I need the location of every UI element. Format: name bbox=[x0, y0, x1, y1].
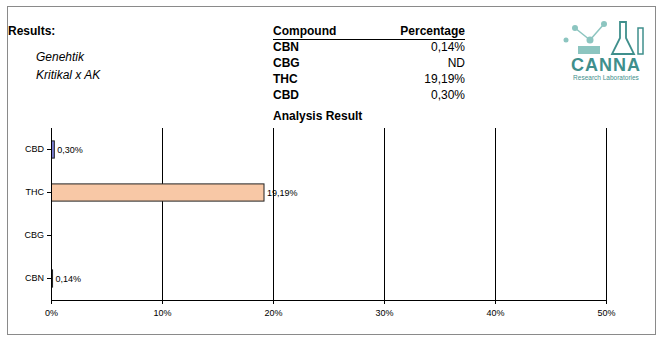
results-title: Results: bbox=[8, 24, 55, 38]
logo-shape bbox=[601, 21, 607, 27]
table-cell: 0,30% bbox=[431, 88, 465, 102]
x-tick-mark bbox=[162, 300, 163, 304]
logo-shape bbox=[612, 22, 634, 54]
grid-line bbox=[495, 128, 496, 300]
y-tick: CBD bbox=[25, 144, 51, 154]
bars bbox=[51, 141, 264, 287]
y-tick-mark bbox=[47, 235, 51, 236]
y-tick-label: CBN bbox=[25, 273, 44, 283]
data-label: 0,30% bbox=[57, 145, 83, 155]
y-tick: THC bbox=[26, 187, 52, 197]
table-cell: CBN bbox=[273, 40, 299, 54]
x-tick: 10% bbox=[153, 300, 171, 318]
bar bbox=[51, 184, 264, 201]
grid-line bbox=[273, 128, 274, 300]
y-tick: CBG bbox=[24, 230, 51, 240]
table-header: Percentage bbox=[400, 24, 465, 38]
y-axis-line bbox=[51, 129, 52, 301]
grid-line bbox=[606, 128, 607, 300]
logo-shape bbox=[578, 46, 600, 54]
y-tick-mark bbox=[47, 149, 51, 150]
sample-name: Kritikal x AK bbox=[36, 68, 101, 82]
x-tick-mark bbox=[495, 300, 496, 304]
x-tick: 50% bbox=[597, 300, 615, 318]
table-cell: 0,14% bbox=[431, 40, 465, 54]
y-tick-label: THC bbox=[26, 187, 45, 197]
y-tick-label: CBG bbox=[24, 230, 44, 240]
table-cell: CBG bbox=[273, 56, 300, 70]
x-tick: 20% bbox=[264, 300, 282, 318]
x-tick: 0% bbox=[45, 300, 58, 318]
table-cell: ND bbox=[448, 56, 466, 70]
logo: CANNAResearch Laboratories bbox=[564, 21, 644, 81]
data-label: 19,19% bbox=[267, 188, 298, 198]
x-tick-label: 50% bbox=[597, 308, 615, 318]
logo-shape bbox=[564, 38, 569, 43]
y-axis: CBD THC CBG CBN bbox=[24, 129, 51, 301]
x-tick-label: 20% bbox=[264, 308, 282, 318]
x-tick-label: 10% bbox=[153, 308, 171, 318]
grid-line bbox=[51, 128, 52, 300]
x-tick-mark bbox=[606, 300, 607, 304]
x-tick-label: 0% bbox=[45, 308, 58, 318]
grid-line bbox=[384, 128, 385, 300]
x-tick: 40% bbox=[486, 300, 504, 318]
x-tick-label: 30% bbox=[375, 308, 393, 318]
grid-line bbox=[162, 128, 163, 300]
logo-name: CANNA bbox=[571, 55, 641, 75]
y-tick: CBN bbox=[25, 273, 51, 283]
data-labels: 0,30% 19,19% 0,14% bbox=[56, 145, 298, 284]
sample-name: Genehtik bbox=[36, 50, 85, 64]
page: Results: Genehtik Kritikal x AK Compound Per… bbox=[0, 0, 663, 342]
logo-tagline: Research Laboratories bbox=[573, 74, 640, 81]
chart-title: Analysis Result bbox=[273, 109, 362, 123]
frame bbox=[8, 7, 656, 335]
x-axis: 0% 10% 20% 30% 40% 50% bbox=[45, 300, 616, 318]
x-tick-mark bbox=[273, 300, 274, 304]
logo-shape bbox=[572, 25, 578, 31]
table-cell: THC bbox=[273, 72, 298, 86]
y-tick-label: CBD bbox=[25, 144, 45, 154]
x-axis-line bbox=[52, 300, 607, 301]
data-label: 0,14% bbox=[56, 274, 82, 284]
y-tick-mark bbox=[47, 278, 51, 279]
table-cell: CBD bbox=[273, 88, 299, 102]
y-tick-mark bbox=[47, 192, 51, 193]
x-tick: 30% bbox=[375, 300, 393, 318]
table-cell: 19,19% bbox=[424, 72, 465, 86]
x-tick-label: 40% bbox=[486, 308, 504, 318]
logo-shape bbox=[587, 37, 594, 44]
grid bbox=[51, 128, 606, 300]
logo-shape bbox=[638, 28, 643, 54]
x-tick-mark bbox=[51, 300, 52, 304]
x-tick-mark bbox=[384, 300, 385, 304]
table-header: Compound bbox=[273, 24, 336, 38]
